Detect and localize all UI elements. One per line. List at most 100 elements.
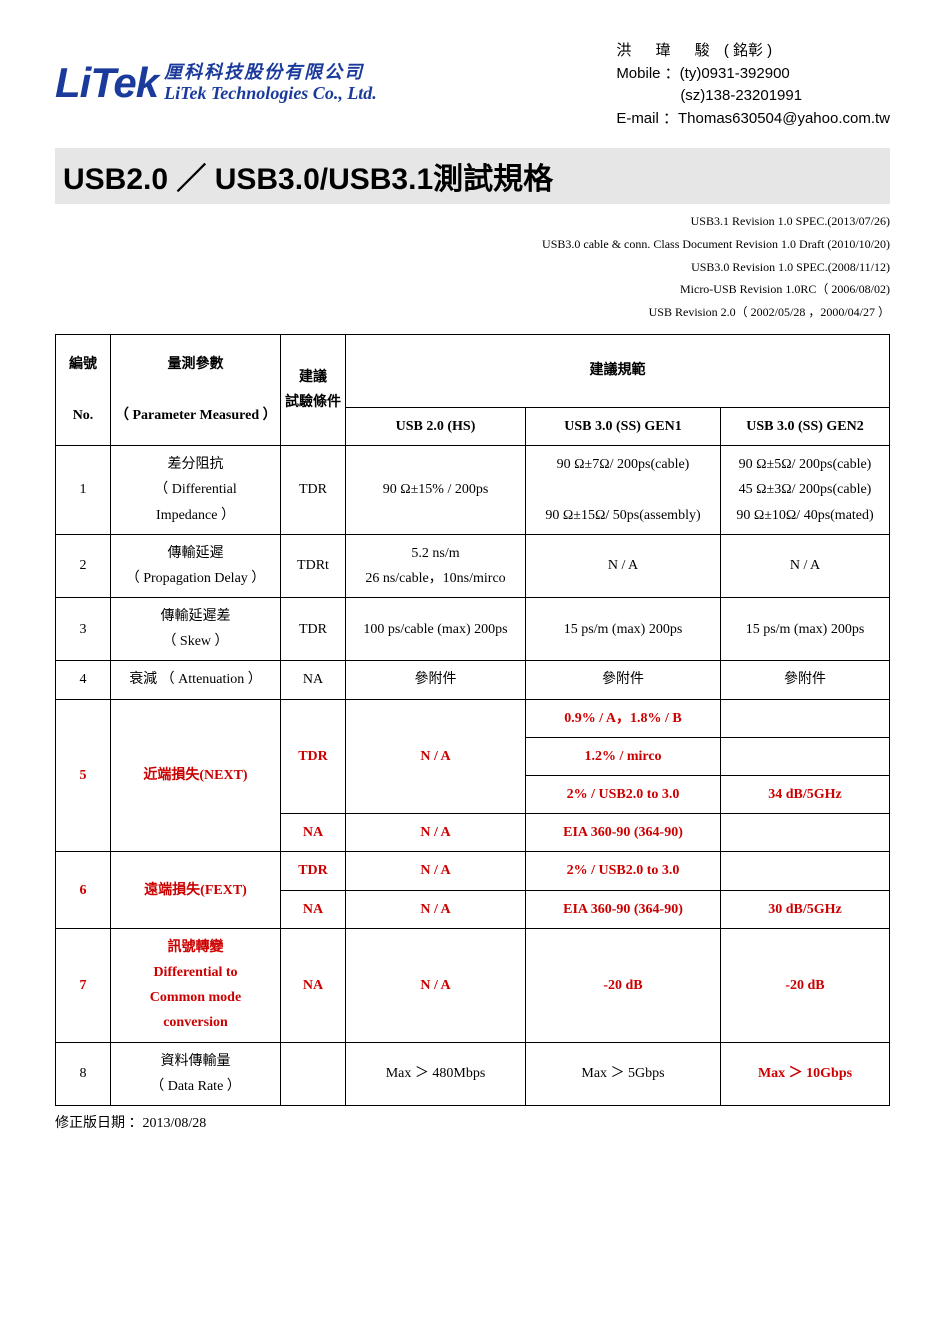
r2-param-en: （ Propagation Delay ） xyxy=(115,566,276,591)
table-header-row-1: 編號 No. 量測參數 （ Parameter Measured ） 建議 試驗… xyxy=(56,334,890,407)
title-bar: USB2.0 ／ USB3.0/USB3.1測試規格 xyxy=(55,148,890,204)
hdr-no-en: No. xyxy=(60,403,106,428)
r1-no: 1 xyxy=(56,446,111,535)
r3-usb20: 100 ps/cable (max) 200ps xyxy=(346,598,526,661)
r3-usb30: 15 ps/m (max) 200ps xyxy=(526,598,721,661)
r3-cond: TDR xyxy=(281,598,346,661)
r5-cond2: NA xyxy=(281,814,346,852)
hdr-usb20: USB 2.0 (HS) xyxy=(346,407,526,445)
r5-usb30-3: 2% / USB2.0 to 3.0 xyxy=(526,776,721,814)
r1-usb31b: 45 Ω±3Ω/ 200ps(cable) xyxy=(725,477,885,502)
r7-param-l4: conversion xyxy=(115,1010,276,1035)
r1-param-en2: Impedance ） xyxy=(115,503,276,528)
r8-no: 8 xyxy=(56,1042,111,1105)
r7-usb30: -20 dB xyxy=(526,928,721,1042)
r4-cond: NA xyxy=(281,661,346,699)
r2-usb20a: 5.2 ns/m xyxy=(350,541,521,566)
r1-param-cn: 差分阻抗 xyxy=(115,452,276,477)
r2-param: 傳輸延遲 （ Propagation Delay ） xyxy=(111,534,281,597)
hdr-spec-title: 建議規範 xyxy=(346,334,890,407)
r1-param-en1: （ Differential xyxy=(115,477,276,502)
r6-usb31-1 xyxy=(721,852,890,890)
revision-date: 修正版日期 ：2013/08/28 xyxy=(55,1112,890,1132)
logo-text: 厘科科技股份有限公司 LiTek Technologies Co., Ltd. xyxy=(164,62,377,103)
r1-param: 差分阻抗 （ Differential Impedance ） xyxy=(111,446,281,535)
r1-usb30b: 90 Ω±15Ω/ 50ps(assembly) xyxy=(530,503,716,528)
hdr-param-en: （ Parameter Measured ） xyxy=(115,403,276,428)
r5-usb31-1 xyxy=(721,699,890,737)
r2-usb31: N / A xyxy=(721,534,890,597)
r1-usb31c: 90 Ω±10Ω/ 40ps(mated) xyxy=(725,503,885,528)
table-row: 4 衰減 （ Attenuation ） NA 參附件 參附件 參附件 xyxy=(56,661,890,699)
hdr-param: 量測參數 （ Parameter Measured ） xyxy=(111,334,281,445)
hdr-usb31: USB 3.0 (SS) GEN2 xyxy=(721,407,890,445)
r7-no: 7 xyxy=(56,928,111,1042)
r2-usb30: N / A xyxy=(526,534,721,597)
hdr-cond: 建議 試驗條件 xyxy=(281,334,346,445)
r5-usb31-4 xyxy=(721,814,890,852)
r2-usb20b: 26 ns/cable，10ns/mirco xyxy=(350,566,521,591)
contact-name-note: ( 銘彰 ) xyxy=(724,42,772,59)
r6-no: 6 xyxy=(56,852,111,928)
r7-param: 訊號轉變 Differential to Common mode convers… xyxy=(111,928,281,1042)
r8-cond xyxy=(281,1042,346,1105)
hdr-cond-cn2: 試驗條件 xyxy=(285,390,341,415)
r1-usb31: 90 Ω±5Ω/ 200ps(cable) 45 Ω±3Ω/ 200ps(cab… xyxy=(721,446,890,535)
spec-ref-4: USB Revision 2.0（ 2002/05/28 ，2000/04/27… xyxy=(55,301,890,324)
r2-no: 2 xyxy=(56,534,111,597)
r5-usb31-2 xyxy=(721,737,890,775)
hdr-no-cn: 編號 xyxy=(60,352,106,377)
email-line: E-mail ：Thomas630504@yahoo.com.tw xyxy=(616,108,890,131)
r7-usb31: -20 dB xyxy=(721,928,890,1042)
r3-usb31: 15 ps/m (max) 200ps xyxy=(721,598,890,661)
r4-usb31: 參附件 xyxy=(721,661,890,699)
r1-usb30: 90 Ω±7Ω/ 200ps(cable) 90 Ω±15Ω/ 50ps(ass… xyxy=(526,446,721,535)
r1-usb20: 90 Ω±15% / 200ps xyxy=(346,446,526,535)
company-name-en: LiTek Technologies Co., Ltd. xyxy=(164,83,377,104)
r5-usb20-2: N / A xyxy=(346,814,526,852)
r8-param: 資料傳輸量 （ Data Rate ） xyxy=(111,1042,281,1105)
r4-usb20: 參附件 xyxy=(346,661,526,699)
contact-name-line: 洪 瑋 駿 ( 銘彰 ) xyxy=(616,40,890,63)
r8-param-en: （ Data Rate ） xyxy=(115,1074,276,1099)
r6-param: 遠端損失(FEXT) xyxy=(111,852,281,928)
hdr-param-cn: 量測參數 xyxy=(115,352,276,377)
r8-param-cn: 資料傳輸量 xyxy=(115,1049,276,1074)
mobile-line-1: Mobile ：(ty)0931-392900 xyxy=(616,63,890,86)
r6-cond1: TDR xyxy=(281,852,346,890)
table-row: 7 訊號轉變 Differential to Common mode conve… xyxy=(56,928,890,1042)
document-header: LiTek 厘科科技股份有限公司 LiTek Technologies Co.,… xyxy=(55,40,890,130)
r6-usb30-2: EIA 360-90 (364-90) xyxy=(526,890,721,928)
table-row: 5 近端損失(NEXT) TDR N / A 0.9% / A，1.8% / B xyxy=(56,699,890,737)
table-row: 2 傳輸延遲 （ Propagation Delay ） TDRt 5.2 ns… xyxy=(56,534,890,597)
r6-usb30-1: 2% / USB2.0 to 3.0 xyxy=(526,852,721,890)
page-title: USB2.0 ／ USB3.0/USB3.1測試規格 xyxy=(63,154,882,198)
r7-cond: NA xyxy=(281,928,346,1042)
table-row: 3 傳輸延遲差 （ Skew ） TDR 100 ps/cable (max) … xyxy=(56,598,890,661)
r1-usb30a: 90 Ω±7Ω/ 200ps(cable) xyxy=(530,452,716,477)
r1-cond: TDR xyxy=(281,446,346,535)
r5-usb31-3: 34 dB/5GHz xyxy=(721,776,890,814)
contact-info: 洪 瑋 駿 ( 銘彰 ) Mobile ：(ty)0931-392900 (sz… xyxy=(616,40,890,130)
table-row: 6 遠端損失(FEXT) TDR N / A 2% / USB2.0 to 3.… xyxy=(56,852,890,890)
r5-usb30-4: EIA 360-90 (364-90) xyxy=(526,814,721,852)
spec-ref-2: USB3.0 Revision 1.0 SPEC.(2008/11/12) xyxy=(55,256,890,279)
r2-usb20: 5.2 ns/m 26 ns/cable，10ns/mirco xyxy=(346,534,526,597)
r7-param-l1: 訊號轉變 xyxy=(115,935,276,960)
contact-name: 洪 瑋 駿 xyxy=(616,42,719,59)
r3-param-en: （ Skew ） xyxy=(115,629,276,654)
r3-no: 3 xyxy=(56,598,111,661)
r2-param-cn: 傳輸延遲 xyxy=(115,541,276,566)
spec-ref-0: USB3.1 Revision 1.0 SPEC.(2013/07/26) xyxy=(55,210,890,233)
r4-param: 衰減 （ Attenuation ） xyxy=(111,661,281,699)
r7-param-l2: Differential to xyxy=(115,960,276,985)
mobile-1: (ty)0931-392900 xyxy=(680,65,790,82)
r6-usb20-2: N / A xyxy=(346,890,526,928)
email-label: E-mail ： xyxy=(616,110,678,127)
r5-usb30-1: 0.9% / A，1.8% / B xyxy=(526,699,721,737)
hdr-no: 編號 No. xyxy=(56,334,111,445)
spec-table: 編號 No. 量測參數 （ Parameter Measured ） 建議 試驗… xyxy=(55,334,890,1106)
mobile-2: (sz)138-23201991 xyxy=(680,87,802,104)
company-name-cn: 厘科科技股份有限公司 xyxy=(164,62,377,83)
r5-no: 5 xyxy=(56,699,111,852)
